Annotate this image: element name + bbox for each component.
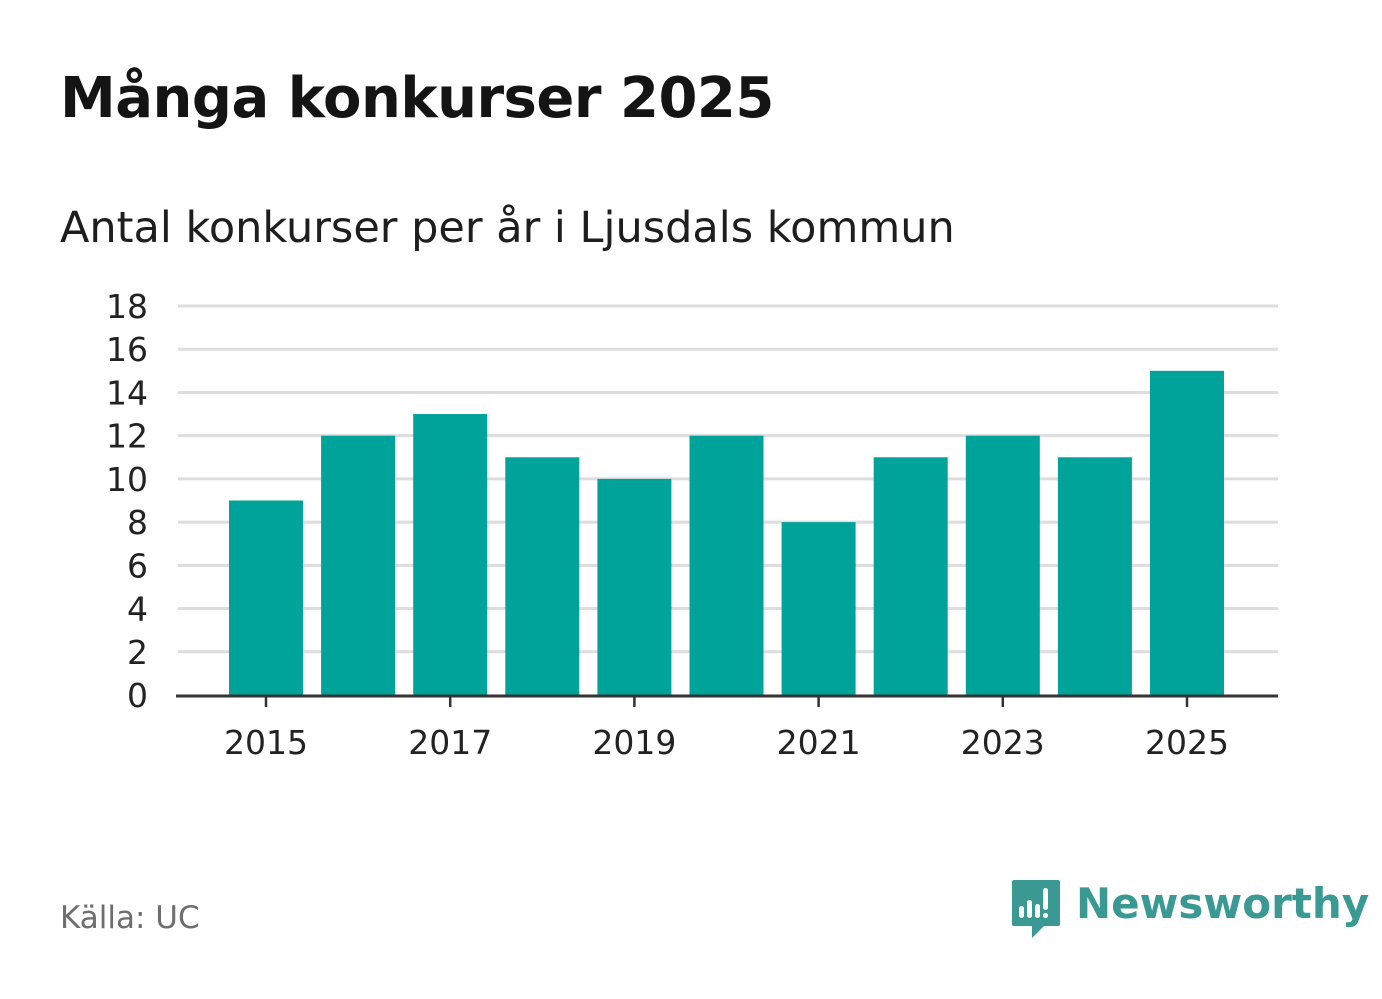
bar-chart-speech-bubble-icon (1012, 880, 1060, 938)
y-tick-label: 8 (127, 503, 148, 542)
y-axis-ticks: 0 2 4 6 8 10 12 14 16 18 (106, 287, 148, 715)
y-tick-label: 18 (106, 287, 148, 326)
bar-2019 (597, 478, 672, 695)
bar-2025 (1150, 370, 1224, 695)
bar-2023 (965, 435, 1040, 695)
x-tick-label: 2019 (592, 723, 676, 762)
bars (229, 370, 1224, 695)
x-tick-label: 2017 (408, 723, 492, 762)
y-tick-label: 6 (127, 546, 148, 585)
bar-2021 (781, 522, 856, 695)
brand-name: Newsworthy (1076, 879, 1370, 928)
bar-2015 (229, 500, 303, 695)
bar-2017 (413, 414, 488, 695)
y-tick-label: 2 (127, 633, 148, 672)
bar-2024 (1057, 457, 1132, 695)
bar-2016 (321, 435, 396, 695)
y-tick-label: 4 (127, 590, 148, 629)
bar-2022 (873, 457, 948, 695)
chart-title: Många konkurser 2025 (60, 66, 774, 131)
bar-2018 (505, 457, 580, 695)
x-tick-label: 2023 (961, 723, 1045, 762)
y-tick-label: 10 (106, 460, 148, 499)
chart-subtitle: Antal konkurser per år i Ljusdals kommun (60, 203, 955, 253)
x-axis-ticks: 2015 2017 2019 2021 2023 2025 (224, 696, 1229, 762)
source-note: Källa: UC (60, 900, 200, 936)
x-tick-label: 2021 (777, 723, 861, 762)
y-tick-label: 14 (106, 373, 148, 412)
x-tick-label: 2015 (224, 723, 308, 762)
y-tick-label: 12 (106, 417, 148, 456)
y-tick-label: 0 (127, 676, 148, 715)
bar-2020 (689, 435, 764, 695)
y-tick-label: 16 (106, 330, 148, 369)
brand-logo: Newsworthy (1010, 878, 1369, 942)
x-tick-label: 2025 (1145, 723, 1229, 762)
